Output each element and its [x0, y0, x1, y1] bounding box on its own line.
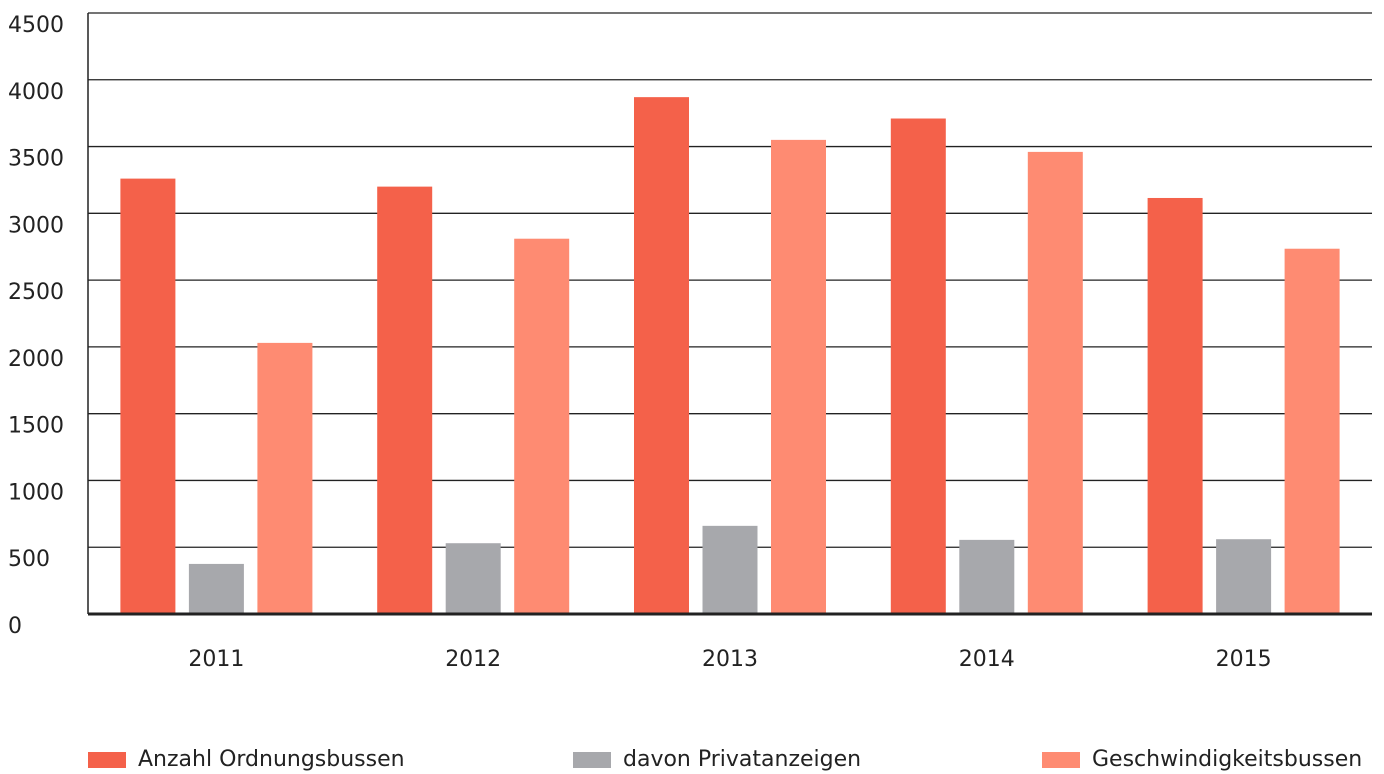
bar — [1027, 151, 1083, 615]
x-tick-label: 2012 — [445, 647, 501, 672]
y-tick-label: 1500 — [8, 414, 64, 439]
legend-swatch — [573, 752, 611, 768]
legend-swatch — [88, 752, 126, 768]
y-tick-label: 4000 — [8, 80, 64, 105]
y-tick-label: 4500 — [8, 13, 64, 38]
legend-label: davon Privatanzeigen — [623, 747, 861, 772]
x-tick-label: 2015 — [1216, 647, 1272, 672]
bar — [634, 97, 689, 614]
legend-label: Anzahl Ordnungsbussen — [138, 747, 405, 772]
bar — [445, 543, 501, 614]
x-tick-label: 2011 — [188, 647, 244, 672]
bar — [120, 178, 176, 614]
bar — [257, 342, 313, 614]
y-tick-label: 0 — [8, 614, 22, 639]
bar — [1284, 248, 1340, 614]
bar — [1147, 197, 1203, 615]
y-tick-label: 2500 — [8, 280, 64, 305]
y-tick-label: 3000 — [8, 213, 64, 238]
bar — [377, 186, 433, 614]
y-tick-label: 500 — [8, 547, 50, 572]
bar — [771, 139, 826, 614]
x-tick-label: 2013 — [702, 647, 758, 672]
bar — [1216, 539, 1272, 614]
bar — [959, 539, 1015, 614]
y-tick-label: 3500 — [8, 147, 64, 172]
x-tick-label: 2014 — [959, 647, 1015, 672]
legend-label: Geschwindigkeitsbussen — [1092, 747, 1362, 772]
y-tick-label: 1000 — [8, 480, 64, 505]
bar — [702, 525, 758, 614]
y-tick-label: 2000 — [8, 347, 64, 372]
bar — [514, 238, 570, 614]
legend-swatch — [1042, 752, 1080, 768]
bar — [188, 563, 244, 614]
bar — [890, 118, 946, 615]
